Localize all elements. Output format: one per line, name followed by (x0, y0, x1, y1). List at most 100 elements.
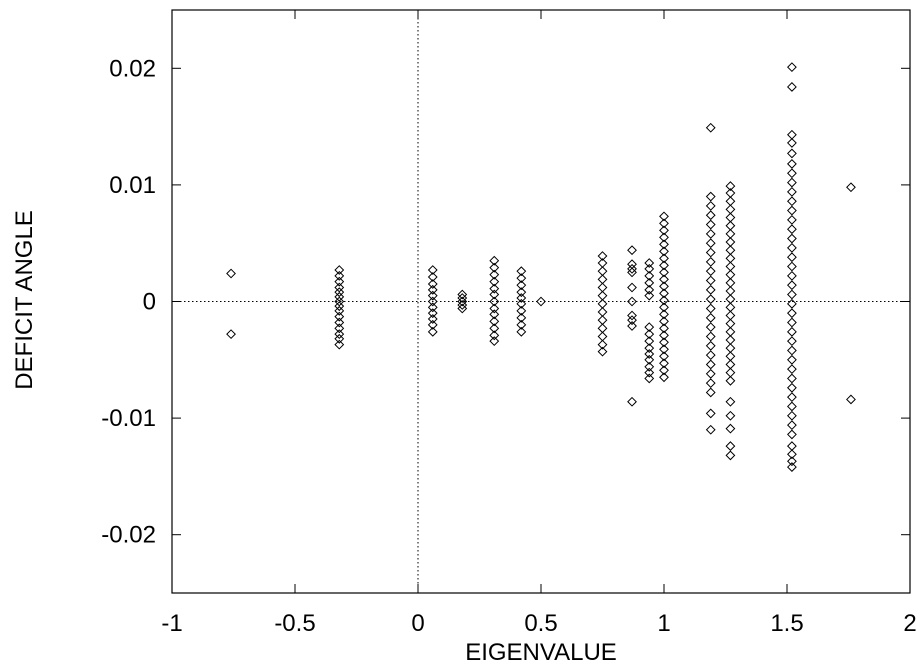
data-point (705, 350, 716, 361)
data-point (334, 276, 345, 287)
data-point (787, 382, 797, 393)
data-point (659, 358, 669, 369)
data-point (846, 394, 856, 405)
data-point (489, 330, 500, 341)
data-point (427, 302, 438, 313)
data-point (787, 456, 797, 467)
data-point (597, 251, 608, 261)
data-point (787, 345, 797, 356)
data-point (489, 289, 500, 300)
data-point (725, 441, 736, 451)
reference-lines (172, 10, 910, 593)
data-point (659, 225, 669, 236)
data-point (705, 331, 716, 342)
data-point (659, 295, 669, 306)
data-point (705, 200, 716, 211)
data-point (627, 396, 637, 407)
data-point (659, 288, 669, 299)
data-point (787, 82, 797, 92)
data-point (516, 266, 527, 277)
data-point (489, 303, 500, 314)
data-point (705, 322, 716, 333)
data-point (787, 270, 797, 281)
data-point (516, 273, 527, 284)
data-point (427, 296, 438, 307)
data-point (787, 308, 797, 319)
data-point (427, 290, 438, 301)
data-point (334, 329, 345, 340)
data-point (489, 296, 500, 307)
plot-frame (171, 9, 911, 594)
data-point (659, 281, 669, 292)
data-point (787, 298, 797, 309)
data-point (787, 148, 797, 159)
data-point (489, 269, 500, 280)
data-point (644, 258, 655, 268)
data-point (627, 315, 637, 326)
data-point (787, 62, 797, 73)
data-point (516, 287, 527, 298)
data-point (334, 323, 345, 334)
data-point (705, 359, 716, 370)
data-point (725, 375, 736, 386)
data-point (787, 168, 797, 179)
data-point (787, 280, 797, 291)
data-point (627, 263, 637, 274)
data-point (705, 312, 716, 323)
data-point (659, 309, 669, 320)
data-point (427, 308, 438, 319)
data-point (334, 339, 345, 350)
data-point (659, 253, 669, 264)
data-point (659, 365, 669, 376)
data-point (705, 219, 716, 230)
data-point (659, 330, 669, 341)
data-point (226, 268, 236, 279)
data-point (644, 373, 655, 384)
data-point (787, 373, 797, 384)
data-point (427, 319, 438, 330)
data-points (226, 62, 856, 472)
data-point (457, 289, 468, 300)
data-point (725, 410, 736, 421)
data-point (705, 368, 716, 379)
data-point (627, 282, 637, 293)
data-point (787, 186, 797, 197)
data-point (427, 326, 438, 337)
x-tick-label: -1 (161, 610, 182, 637)
data-point (705, 228, 716, 239)
data-point (226, 329, 236, 340)
data-point (787, 224, 797, 235)
y-tick-label: 0.02 (109, 55, 156, 82)
data-point (705, 378, 716, 389)
data-point (705, 266, 716, 277)
data-point (644, 343, 655, 354)
data-point (725, 181, 736, 191)
data-point (334, 333, 345, 344)
data-point (787, 449, 797, 460)
data-point (787, 317, 797, 328)
y-tick-label: 0.01 (109, 172, 156, 199)
data-point (725, 450, 736, 461)
y-tick-label: -0.01 (101, 405, 156, 432)
data-point (516, 298, 527, 309)
data-point (627, 296, 637, 307)
data-point (705, 424, 716, 435)
data-point (457, 300, 468, 310)
data-point (659, 323, 669, 334)
data-point (644, 336, 655, 347)
data-point (725, 423, 736, 434)
data-point (787, 336, 797, 347)
data-point (644, 290, 655, 301)
data-point (705, 191, 716, 202)
data-point (627, 245, 637, 256)
data-point (659, 246, 669, 257)
data-point (659, 316, 669, 327)
data-point (787, 364, 797, 375)
data-point (334, 287, 345, 298)
data-point (489, 255, 500, 266)
x-tick-label: 0.5 (524, 610, 557, 637)
data-point (787, 159, 797, 169)
